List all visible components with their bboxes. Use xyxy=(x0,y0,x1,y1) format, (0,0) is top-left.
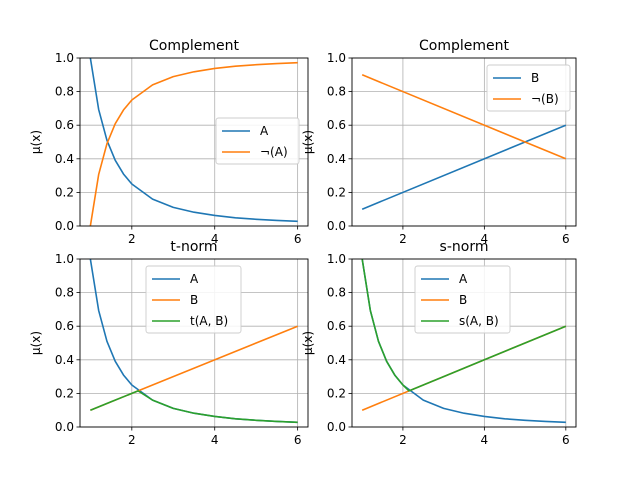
legend-box xyxy=(414,265,511,334)
y-tick-label: 1.0 xyxy=(55,252,74,266)
y-tick-label: 0.6 xyxy=(327,118,346,132)
series-line-¬(B) xyxy=(361,74,567,160)
series-line-s(A, B) xyxy=(361,259,567,392)
legend-entry-label: ¬(A) xyxy=(260,145,288,159)
y-axis-label: μ(x) xyxy=(301,130,315,154)
y-tick-label: 0.4 xyxy=(55,353,74,367)
y-tick-label: 0.6 xyxy=(55,118,74,132)
y-tick-label: 0.8 xyxy=(327,85,346,99)
y-tick-label: 0.2 xyxy=(55,185,74,199)
series-line-A xyxy=(89,58,298,223)
plot-frame xyxy=(79,57,309,227)
x-tick-label: 4 xyxy=(211,433,219,447)
legend-entry-label: B xyxy=(190,293,198,307)
series-line-B xyxy=(361,124,567,210)
subplot-title: s-norm xyxy=(440,239,489,255)
x-tick-label: 6 xyxy=(562,433,570,447)
x-tick-label: 6 xyxy=(294,433,302,447)
x-tick-label: 6 xyxy=(294,232,302,246)
legend-box xyxy=(145,265,242,334)
plot-frame xyxy=(79,258,309,428)
x-tick-label: 4 xyxy=(211,232,219,246)
y-tick-label: 0.4 xyxy=(55,152,74,166)
y-tick-label: 1.0 xyxy=(55,51,74,65)
legend-entry-label: B xyxy=(459,293,467,307)
plot-frame xyxy=(351,258,577,428)
subplot-1: 2 4 6 0.0 0.2 0.4 0.6 0.8 1.0 Complement μ(x) A ¬(A) xyxy=(29,38,309,246)
y-tick-label: 0.2 xyxy=(327,185,346,199)
y-tick-label: 1.0 xyxy=(327,252,346,266)
y-tick-label: 0.2 xyxy=(327,386,346,400)
legend: B ¬(B) xyxy=(486,64,571,112)
legend-entry-label: ¬(B) xyxy=(531,92,559,106)
legend-entry-label: t(A, B) xyxy=(190,314,228,328)
legend-entry-label: A xyxy=(190,272,199,286)
y-axis-label: μ(x) xyxy=(29,331,43,355)
y-tick-label: 0.0 xyxy=(55,420,74,434)
x-tick-label: 2 xyxy=(399,232,407,246)
y-axis-label: μ(x) xyxy=(29,130,43,154)
x-tick-label: 2 xyxy=(128,232,136,246)
y-tick-label: 0.0 xyxy=(327,420,346,434)
y-axis-label: μ(x) xyxy=(301,331,315,355)
y-tick-label: 0.8 xyxy=(55,286,74,300)
x-tick-label: 6 xyxy=(562,232,570,246)
y-tick-label: 0.0 xyxy=(55,219,74,233)
x-tick-label: 2 xyxy=(128,433,136,447)
y-tick-label: 0.0 xyxy=(327,219,346,233)
legend: ABt(A, B) xyxy=(145,265,242,334)
legend-entry-label: A xyxy=(260,124,269,138)
y-tick-label: 0.4 xyxy=(327,152,346,166)
subplot-2: 2 4 6 0.0 0.2 0.4 0.6 0.8 1.0 Complement μ(x) B ¬(B) xyxy=(301,38,577,246)
legend-entry-label: A xyxy=(459,272,468,286)
subplot-title: Complement xyxy=(149,38,239,54)
subplot-title: t-norm xyxy=(170,239,217,255)
y-tick-label: 1.0 xyxy=(327,51,346,65)
y-tick-label: 0.6 xyxy=(327,319,346,333)
legend-entry-label: s(A, B) xyxy=(459,314,499,328)
x-tick-label: 4 xyxy=(481,433,489,447)
x-tick-label: 4 xyxy=(481,232,489,246)
series-line-t(A, B) xyxy=(90,390,298,424)
series-line-¬(A) xyxy=(89,61,298,226)
legend-entry-label: B xyxy=(531,71,539,85)
y-tick-label: 0.8 xyxy=(55,85,74,99)
subplot-4: 2 4 6 0.0 0.2 0.4 0.6 0.8 1.0 s-norm μ(x) ABs(A, B) xyxy=(301,239,577,447)
legend: A ¬(A) xyxy=(215,117,300,165)
subplot-title: Complement xyxy=(419,38,509,54)
y-tick-label: 0.8 xyxy=(327,286,346,300)
y-tick-label: 0.6 xyxy=(55,319,74,333)
y-tick-label: 0.2 xyxy=(55,386,74,400)
y-tick-label: 0.4 xyxy=(327,353,346,367)
legend: ABs(A, B) xyxy=(414,265,511,334)
subplot-3: 2 4 6 0.0 0.2 0.4 0.6 0.8 1.0 t-norm μ(x) ABt(A, B) xyxy=(29,239,309,447)
plot-frame xyxy=(351,57,577,227)
x-tick-label: 2 xyxy=(399,433,407,447)
